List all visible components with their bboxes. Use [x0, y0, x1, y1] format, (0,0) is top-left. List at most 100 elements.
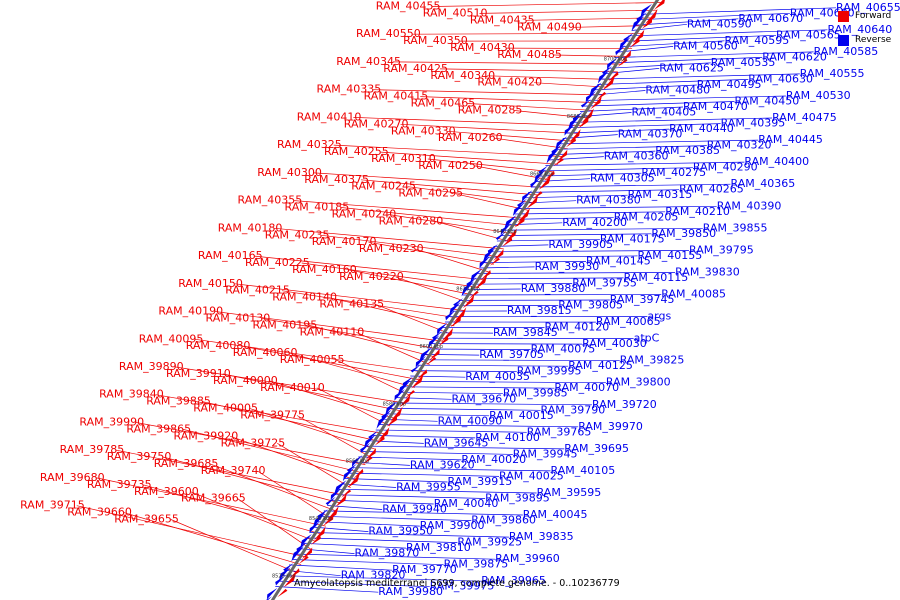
reverse-gene-label[interactable]: RAM_40640 — [828, 23, 893, 36]
reverse-gene-label[interactable]: RAM_40115 — [624, 271, 689, 284]
forward-gene-label[interactable]: RAM_40255 — [324, 145, 389, 158]
forward-gene-label[interactable]: RAM_40410 — [297, 110, 362, 123]
forward-gene-label[interactable]: RAM_39885 — [146, 395, 211, 408]
reverse-gene-label[interactable]: RAM_40625 — [659, 61, 724, 74]
reverse-gene-label[interactable]: RAM_39985 — [503, 387, 568, 400]
forward-gene-label[interactable]: RAM_40295 — [398, 187, 463, 200]
forward-gene-label[interactable]: RAM_40055 — [280, 353, 345, 366]
reverse-gene-label[interactable]: RAM_40065 — [596, 315, 661, 328]
reverse-gene-label[interactable]: RAM_39925 — [457, 536, 522, 549]
forward-gene-label[interactable]: RAM_40005 — [193, 402, 258, 415]
forward-gene-label[interactable]: RAM_40245 — [351, 180, 416, 193]
forward-gene-label[interactable]: RAM_39890 — [119, 360, 184, 373]
forward-gene-label[interactable]: RAM_40420 — [477, 76, 542, 89]
reverse-gene-label[interactable]: args — [647, 310, 671, 323]
reverse-gene-label[interactable]: atpC — [634, 332, 660, 345]
forward-gene-label[interactable]: RAM_39740 — [201, 464, 266, 477]
reverse-gene-label[interactable]: RAM_40275 — [641, 166, 706, 179]
reverse-gene-label[interactable]: RAM_40045 — [523, 508, 588, 521]
reverse-gene-label[interactable]: RAM_40175 — [600, 232, 665, 245]
forward-gene-label[interactable]: RAM_39865 — [126, 422, 191, 435]
reverse-gene-label[interactable]: RAM_40590 — [687, 17, 752, 30]
forward-gene-label[interactable]: RAM_40060 — [233, 346, 298, 359]
reverse-gene-label[interactable]: RAM_40030 — [582, 337, 647, 350]
forward-gene-label[interactable]: RAM_40285 — [458, 104, 523, 117]
reverse-gene-label[interactable]: RAM_40450 — [735, 95, 800, 108]
reverse-gene-label[interactable]: RAM_39745 — [610, 293, 675, 306]
reverse-gene-label[interactable]: RAM_40200 — [562, 216, 627, 229]
forward-gene-label[interactable]: RAM_40260 — [438, 131, 503, 144]
reverse-gene-label[interactable]: RAM_39765 — [527, 425, 592, 438]
reverse-gene-label[interactable]: RAM_39855 — [703, 221, 768, 234]
reverse-gene-label[interactable]: RAM_40210 — [665, 205, 730, 218]
forward-gene-label[interactable]: RAM_39665 — [181, 492, 246, 505]
reverse-gene-label[interactable]: RAM_40360 — [604, 150, 669, 163]
forward-gene-label[interactable]: RAM_40280 — [379, 214, 444, 227]
forward-gene-label[interactable]: RAM_39920 — [174, 429, 239, 442]
reverse-gene-label[interactable]: RAM_39835 — [509, 530, 574, 543]
reverse-gene-label[interactable]: RAM_39755 — [572, 277, 637, 290]
reverse-gene-label[interactable]: RAM_40560 — [673, 39, 738, 52]
reverse-gene-label[interactable]: RAM_39845 — [493, 326, 558, 339]
reverse-gene-label[interactable]: RAM_39905 — [548, 238, 613, 251]
forward-gene-label[interactable]: RAM_40220 — [339, 270, 404, 283]
reverse-gene-label[interactable]: RAM_40265 — [679, 183, 744, 196]
reverse-gene-label[interactable]: RAM_40470 — [683, 100, 748, 113]
forward-gene-label[interactable]: RAM_40230 — [359, 242, 424, 255]
reverse-gene-label[interactable]: RAM_40105 — [551, 464, 616, 477]
reverse-gene-label[interactable]: RAM_40565 — [776, 28, 841, 41]
reverse-gene-label[interactable]: RAM_40405 — [632, 106, 697, 119]
reverse-gene-label[interactable]: RAM_40380 — [576, 194, 641, 207]
reverse-gene-label[interactable]: RAM_39930 — [535, 260, 600, 273]
reverse-gene-label[interactable]: RAM_39620 — [410, 458, 475, 471]
reverse-gene-label[interactable]: RAM_39820 — [341, 569, 406, 582]
reverse-gene-label[interactable]: RAM_40305 — [590, 172, 655, 185]
reverse-gene-label[interactable]: RAM_40400 — [744, 155, 809, 168]
reverse-gene-label[interactable]: RAM_39960 — [495, 552, 560, 565]
forward-gene-label[interactable]: RAM_40430 — [450, 41, 515, 54]
reverse-gene-label[interactable]: RAM_40395 — [721, 117, 786, 130]
reverse-gene-label[interactable]: RAM_39975 — [430, 580, 495, 593]
reverse-gene-label[interactable]: RAM_40620 — [762, 50, 827, 63]
forward-gene-label[interactable]: RAM_39685 — [154, 457, 219, 470]
reverse-gene-label[interactable]: RAM_39790 — [541, 403, 606, 416]
reverse-gene-label[interactable]: RAM_39825 — [620, 354, 685, 367]
forward-gene-label[interactable]: RAM_40345 — [336, 55, 401, 68]
reverse-gene-label[interactable]: RAM_39795 — [689, 243, 754, 256]
reverse-gene-label[interactable]: RAM_39895 — [485, 492, 550, 505]
forward-gene-label[interactable]: RAM_40180 — [218, 221, 283, 234]
reverse-gene-label[interactable]: RAM_40315 — [628, 188, 693, 201]
reverse-gene-label[interactable]: RAM_40205 — [614, 210, 679, 223]
forward-gene-label[interactable]: RAM_39750 — [107, 450, 172, 463]
forward-gene-label[interactable]: RAM_40510 — [423, 6, 488, 19]
forward-gene-label[interactable]: RAM_40080 — [186, 339, 251, 352]
reverse-gene-label[interactable]: RAM_39875 — [444, 558, 509, 571]
reverse-gene-label[interactable]: RAM_40020 — [461, 453, 526, 466]
reverse-gene-label[interactable]: RAM_40595 — [725, 34, 790, 47]
reverse-gene-label[interactable]: RAM_40025 — [499, 469, 564, 482]
reverse-gene-label[interactable]: RAM_40445 — [758, 133, 823, 146]
forward-gene-label[interactable]: RAM_40435 — [470, 13, 535, 26]
forward-gene-label[interactable]: RAM_39775 — [240, 409, 305, 422]
forward-gene-label[interactable]: RAM_40240 — [332, 208, 397, 221]
reverse-gene-label[interactable]: RAM_40015 — [489, 409, 554, 422]
reverse-gene-label[interactable]: RAM_40630 — [748, 72, 813, 85]
reverse-gene-label[interactable]: RAM_39915 — [448, 475, 513, 488]
forward-gene-label[interactable]: RAM_39990 — [79, 416, 144, 429]
forward-gene-label[interactable]: RAM_39655 — [114, 513, 179, 526]
reverse-gene-label[interactable]: RAM_39645 — [424, 436, 489, 449]
reverse-gene-label[interactable]: RAM_39695 — [564, 442, 629, 455]
forward-gene-label[interactable]: RAM_40135 — [319, 298, 384, 311]
forward-gene-label[interactable]: RAM_39600 — [134, 485, 199, 498]
reverse-gene-label[interactable]: RAM_39805 — [558, 299, 623, 312]
forward-gene-label[interactable]: RAM_40310 — [371, 152, 436, 165]
forward-gene-label[interactable]: RAM_40550 — [356, 27, 421, 40]
forward-gene-label[interactable]: RAM_40465 — [411, 97, 476, 110]
forward-gene-label[interactable]: RAM_40350 — [403, 34, 468, 47]
forward-gene-label[interactable]: RAM_40270 — [344, 117, 409, 130]
reverse-gene-label[interactable]: RAM_39830 — [675, 265, 740, 278]
reverse-gene-label[interactable]: RAM_40075 — [531, 343, 596, 356]
forward-gene-label[interactable]: RAM_40195 — [253, 318, 318, 331]
reverse-gene-label[interactable]: RAM_39950 — [368, 525, 433, 538]
reverse-gene-label[interactable]: RAM_40040 — [434, 497, 499, 510]
